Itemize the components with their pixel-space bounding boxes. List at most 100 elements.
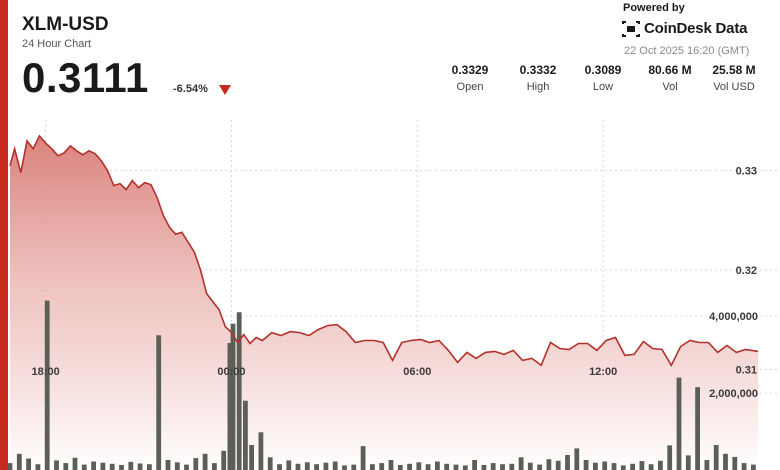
volume-bar bbox=[630, 463, 635, 470]
volume-bar bbox=[425, 464, 431, 470]
volume-bar bbox=[611, 463, 617, 470]
volume-bar bbox=[462, 465, 468, 470]
volume-bar bbox=[658, 460, 663, 470]
volume-bar bbox=[360, 446, 366, 470]
volume-tick-label: 2,000,000 bbox=[709, 388, 758, 400]
stat-value: 80.66 M bbox=[648, 63, 692, 77]
volume-bar bbox=[509, 463, 515, 470]
stat-label: Vol USD bbox=[713, 81, 755, 93]
stat-open: 0.3329 Open bbox=[434, 63, 506, 93]
volume-bar bbox=[490, 463, 496, 470]
volume-bar bbox=[648, 464, 654, 470]
volume-bar bbox=[685, 455, 691, 470]
volume-bar bbox=[732, 456, 738, 470]
stat-label: Low bbox=[592, 81, 614, 93]
volume-bar bbox=[16, 453, 22, 470]
volume-bar bbox=[602, 461, 608, 470]
volume-bar bbox=[574, 448, 580, 470]
volume-bar bbox=[444, 463, 450, 470]
volume-bar bbox=[221, 450, 227, 470]
stat-value: 0.3329 bbox=[451, 63, 489, 77]
volume-bar bbox=[137, 463, 143, 470]
volume-bar bbox=[500, 464, 505, 470]
volume-bar bbox=[713, 445, 719, 470]
stat-value: 25.58 M bbox=[712, 63, 756, 77]
volume-bar bbox=[518, 457, 524, 470]
coindesk-brand[interactable]: CoinDesk Data bbox=[622, 20, 747, 37]
price-tick-label: 0.33 bbox=[736, 166, 757, 178]
stat-vol: 80.66 M Vol bbox=[634, 63, 706, 93]
stat-label: Vol bbox=[662, 81, 678, 93]
current-price: 0.3111 bbox=[22, 54, 149, 101]
volume-bar bbox=[565, 455, 570, 470]
volume-bar bbox=[202, 453, 208, 470]
volume-bar bbox=[323, 462, 329, 470]
volume-bar bbox=[472, 460, 477, 470]
volume-bar bbox=[174, 462, 180, 470]
powered-by-label: Powered by bbox=[623, 2, 685, 14]
volume-bar bbox=[695, 387, 700, 470]
time-tick-label: 00:00 bbox=[217, 366, 245, 378]
volume-bar bbox=[314, 464, 319, 470]
volume-bar bbox=[583, 460, 589, 470]
volume-bar bbox=[546, 459, 552, 470]
stat-value: 0.3089 bbox=[584, 63, 622, 77]
volume-bar bbox=[230, 323, 236, 470]
volume-bar bbox=[35, 464, 41, 470]
volume-bar bbox=[723, 453, 728, 470]
volume-bar bbox=[676, 377, 682, 470]
volume-bar bbox=[156, 335, 162, 470]
volume-bar bbox=[555, 460, 561, 470]
price-area bbox=[10, 135, 758, 470]
volume-bar bbox=[295, 463, 301, 470]
volume-bar bbox=[44, 300, 50, 470]
volume-bar bbox=[435, 461, 440, 470]
volume-bar bbox=[119, 465, 124, 470]
price-line bbox=[9, 134, 759, 367]
axis-labels: 0.33 0.32 0.31 4,000,000 2,000,000 18:00 00:00… bbox=[32, 166, 758, 400]
stat-label: Open bbox=[456, 81, 484, 93]
coindesk-logo-icon bbox=[622, 20, 640, 37]
volume-bar bbox=[193, 458, 199, 470]
volume-bar bbox=[72, 457, 78, 470]
volume-bar bbox=[63, 463, 69, 470]
volume-bar bbox=[342, 465, 347, 470]
volume-bar bbox=[397, 465, 403, 470]
volume-bar bbox=[379, 463, 385, 470]
volume-bar bbox=[277, 464, 282, 470]
price-tick-label: 0.32 bbox=[736, 265, 757, 277]
time-tick-label: 12:00 bbox=[589, 366, 617, 378]
volume-bar bbox=[304, 462, 310, 470]
volume-bar bbox=[184, 464, 189, 470]
time-tick-label: 18:00 bbox=[32, 366, 60, 378]
stat-high: 0.3332 High bbox=[502, 63, 574, 93]
stat-value: 0.3332 bbox=[519, 63, 557, 77]
volume-bar bbox=[527, 462, 533, 470]
volume-bar bbox=[370, 464, 375, 470]
volume-tick-label: 4,000,000 bbox=[709, 311, 758, 323]
volume-bar bbox=[286, 460, 292, 470]
volume-bar bbox=[351, 464, 357, 470]
brand-name: CoinDesk Data bbox=[644, 20, 748, 37]
volume-bar bbox=[704, 460, 710, 470]
volume-bar bbox=[453, 464, 459, 470]
chart-subtitle: 24 Hour Chart bbox=[22, 38, 92, 50]
volume-bar bbox=[639, 461, 645, 470]
stat-label: High bbox=[526, 81, 550, 93]
volume-bar bbox=[249, 445, 254, 470]
volume-bar bbox=[481, 465, 487, 470]
volume-bar bbox=[26, 458, 31, 470]
volume-bar bbox=[416, 462, 422, 470]
volume-bar bbox=[227, 343, 233, 470]
volume-bar bbox=[81, 464, 87, 470]
price-tick-label: 0.31 bbox=[736, 364, 757, 376]
volume-bar bbox=[751, 464, 756, 470]
volume-bar bbox=[212, 463, 217, 470]
price-change: -6.54% bbox=[173, 83, 208, 95]
volume-bar bbox=[593, 462, 598, 470]
pair-title: XLM-USD bbox=[22, 14, 109, 35]
volume-bar bbox=[236, 312, 242, 470]
volume-bars bbox=[7, 300, 756, 470]
down-arrow-icon bbox=[219, 85, 231, 95]
